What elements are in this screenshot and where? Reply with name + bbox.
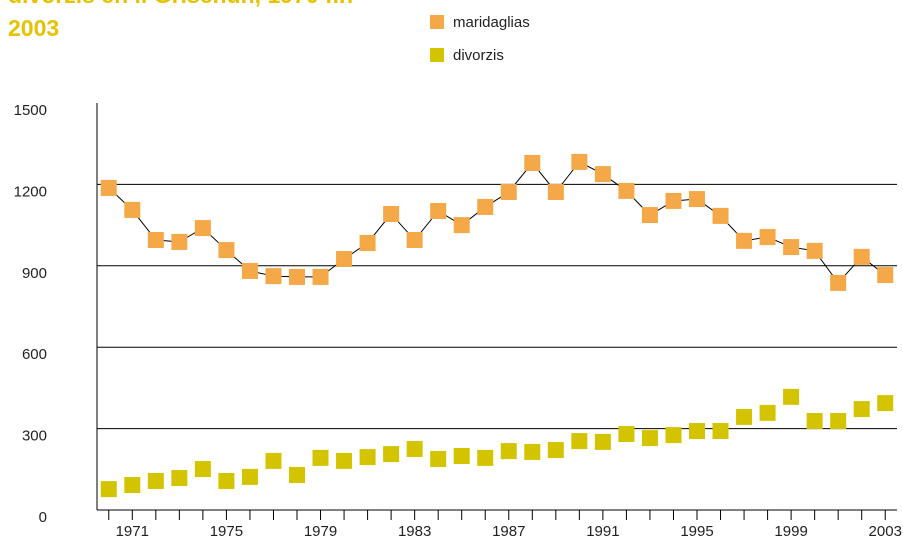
y-tick-label: 900 bbox=[22, 265, 47, 282]
marker bbox=[759, 404, 776, 421]
marker bbox=[853, 401, 870, 418]
marker bbox=[618, 426, 635, 443]
x-tick-label: 1979 bbox=[304, 523, 337, 539]
marker bbox=[241, 468, 258, 485]
marker bbox=[477, 198, 494, 215]
marker bbox=[594, 433, 611, 450]
marker bbox=[665, 427, 682, 444]
marker bbox=[406, 232, 423, 249]
marker bbox=[453, 448, 470, 465]
marker bbox=[218, 242, 235, 259]
marker bbox=[641, 430, 658, 447]
x-tick-label: 1995 bbox=[680, 523, 713, 539]
legend-label: maridaglias bbox=[453, 14, 530, 31]
marker bbox=[124, 201, 141, 218]
marker bbox=[712, 207, 729, 224]
marker bbox=[100, 179, 117, 196]
x-tick-label: 1971 bbox=[116, 523, 149, 539]
marker bbox=[806, 242, 823, 259]
marker bbox=[430, 450, 447, 467]
marker bbox=[265, 268, 282, 285]
y-tick-label: 1500 bbox=[14, 102, 47, 119]
marker bbox=[547, 183, 564, 200]
chart-title: 2003 bbox=[8, 15, 59, 41]
marker bbox=[736, 408, 753, 425]
marker bbox=[689, 423, 705, 440]
marker bbox=[218, 472, 235, 489]
marker bbox=[312, 268, 329, 285]
x-tick-label: 1983 bbox=[398, 523, 431, 539]
marker bbox=[171, 233, 188, 250]
marker bbox=[783, 239, 800, 256]
marker bbox=[194, 220, 211, 237]
chart-title: divorzis en il Grischun, 1970 fin bbox=[8, 0, 353, 8]
marker bbox=[853, 248, 870, 265]
marker bbox=[336, 251, 353, 268]
x-tick-label: 1999 bbox=[774, 523, 807, 539]
y-tick-label: 300 bbox=[22, 428, 47, 445]
marker bbox=[618, 182, 635, 199]
marker bbox=[500, 183, 517, 200]
marker bbox=[547, 442, 564, 459]
marker bbox=[336, 452, 353, 469]
x-tick-label: 1991 bbox=[586, 523, 619, 539]
marker bbox=[830, 413, 847, 430]
marker bbox=[712, 423, 729, 440]
series-line bbox=[108, 161, 886, 284]
marker bbox=[124, 477, 141, 494]
marker bbox=[477, 449, 494, 466]
y-tick-label: 0 bbox=[39, 509, 47, 526]
marker bbox=[877, 267, 894, 284]
x-tick-label: 1987 bbox=[492, 523, 525, 539]
marker bbox=[759, 229, 776, 246]
marker bbox=[524, 154, 541, 171]
marker bbox=[147, 472, 164, 489]
legend-swatch bbox=[430, 15, 444, 29]
legend-label: divorzis bbox=[453, 47, 504, 64]
x-tick-label: 2003 bbox=[869, 523, 902, 539]
marker bbox=[194, 461, 211, 478]
x-tick-label: 1975 bbox=[210, 523, 243, 539]
y-tick-label: 1200 bbox=[14, 183, 47, 200]
marker bbox=[877, 395, 894, 412]
y-tick-label: 600 bbox=[22, 346, 47, 363]
marker bbox=[359, 449, 376, 466]
marker bbox=[147, 232, 164, 249]
marker bbox=[641, 207, 658, 224]
marker bbox=[571, 153, 588, 170]
marker bbox=[689, 191, 705, 208]
marker bbox=[312, 449, 329, 466]
marker bbox=[406, 440, 423, 457]
marker bbox=[806, 413, 823, 430]
marker bbox=[830, 274, 847, 291]
marker bbox=[571, 433, 588, 450]
marker bbox=[359, 235, 376, 252]
marker bbox=[500, 443, 517, 460]
marker bbox=[289, 268, 305, 285]
marker bbox=[289, 466, 305, 483]
marker bbox=[594, 166, 611, 183]
marker bbox=[383, 446, 400, 463]
marker bbox=[783, 388, 800, 405]
marker bbox=[171, 469, 188, 486]
marker bbox=[453, 217, 470, 234]
marker bbox=[100, 481, 117, 498]
marker bbox=[665, 192, 682, 209]
marker bbox=[383, 205, 400, 222]
marker bbox=[736, 232, 753, 249]
marker bbox=[524, 443, 541, 460]
legend-swatch bbox=[430, 48, 444, 62]
marker bbox=[265, 452, 282, 469]
marker bbox=[241, 262, 258, 279]
marker bbox=[430, 202, 447, 219]
